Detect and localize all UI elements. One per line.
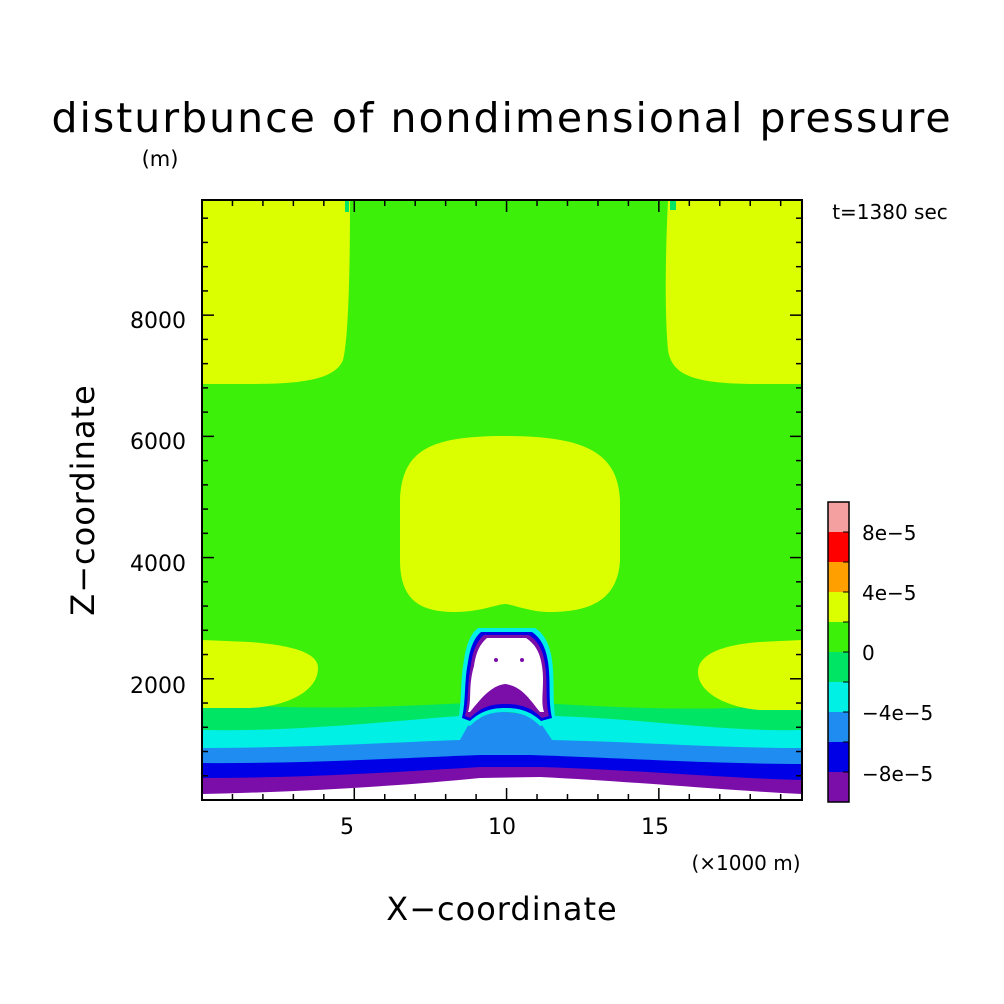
colorbar-swatch — [828, 532, 849, 562]
y-axis-label: Z−coordinate — [64, 384, 102, 615]
y-tick-labels: 2000 4000 6000 8000 — [130, 309, 186, 699]
cloud-speck-left — [494, 658, 498, 662]
y-tick-label-2000: 2000 — [130, 674, 186, 699]
colorbar-label-8e-5: 8e−5 — [862, 521, 917, 545]
colorbar-swatch — [828, 502, 849, 532]
colorbar-label-minus8e-5: −8e−5 — [862, 762, 933, 786]
colorbar-swatch — [828, 682, 849, 712]
colorbar-swatch — [828, 742, 849, 772]
x-tick-label-5: 5 — [340, 815, 354, 840]
contour-band-below-minus1e4 — [202, 777, 802, 800]
y-tick-label-4000: 4000 — [130, 552, 186, 577]
plot-frame — [201, 199, 803, 801]
y-unit-label: (m) — [142, 147, 179, 171]
colorbar-labels: 8e−5 4e−5 0 −4e−5 −8e−5 — [862, 521, 933, 786]
chart-title: disturbunce of nondimensional pressure — [51, 94, 952, 142]
colorbar-swatch — [828, 772, 849, 802]
x-axis-label: X−coordinate — [386, 890, 617, 928]
contour-region-top-right — [665, 200, 802, 384]
colorbar-label-4e-5: 4e−5 — [862, 581, 917, 605]
x-tick-label-10: 10 — [488, 815, 516, 840]
cloud-speck-right — [520, 658, 524, 662]
tick-layer — [202, 200, 802, 800]
colorbar-label-0: 0 — [862, 641, 875, 665]
contour-region-central-bubble — [400, 436, 620, 612]
contour-cloud-core — [468, 638, 544, 712]
colorbar-swatch — [828, 562, 849, 592]
x-unit-label: (×1000 m) — [691, 851, 800, 875]
colorbar-swatch — [828, 592, 849, 622]
colorbar-swatch — [828, 622, 849, 652]
x-tick-labels: 5 10 15 — [340, 815, 669, 840]
x-tick-label-15: 15 — [641, 815, 669, 840]
colorbar — [827, 501, 850, 803]
contour-region-right-lobe — [698, 640, 802, 710]
top-edge-notch-left — [345, 200, 349, 212]
colorbar-label-minus4e-5: −4e−5 — [862, 701, 933, 725]
plot-area — [202, 200, 802, 800]
top-edge-notch-right — [670, 200, 676, 210]
contour-region-left-lobe — [202, 640, 318, 708]
y-tick-label-6000: 6000 — [130, 430, 186, 455]
time-label: t=1380 sec — [832, 200, 948, 224]
y-tick-label-8000: 8000 — [130, 309, 186, 334]
colorbar-swatch — [828, 712, 849, 742]
colorbar-swatch — [828, 652, 849, 682]
contour-region-top-left — [202, 200, 350, 384]
